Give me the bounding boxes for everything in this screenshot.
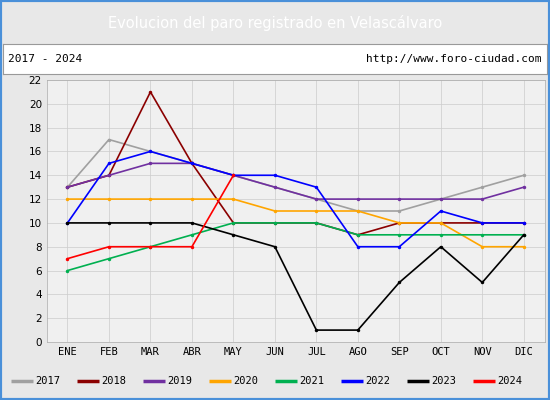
Text: 2020: 2020 bbox=[234, 376, 258, 386]
Text: 2018: 2018 bbox=[101, 376, 127, 386]
Text: 2023: 2023 bbox=[432, 376, 456, 386]
Text: Evolucion del paro registrado en Velascálvaro: Evolucion del paro registrado en Velascá… bbox=[108, 15, 442, 31]
Text: 2017: 2017 bbox=[35, 376, 60, 386]
Text: 2021: 2021 bbox=[300, 376, 324, 386]
Text: http://www.foro-ciudad.com: http://www.foro-ciudad.com bbox=[366, 54, 542, 64]
Text: 2024: 2024 bbox=[498, 376, 522, 386]
Text: 2022: 2022 bbox=[366, 376, 390, 386]
Text: 2017 - 2024: 2017 - 2024 bbox=[8, 54, 82, 64]
Text: 2019: 2019 bbox=[167, 376, 192, 386]
